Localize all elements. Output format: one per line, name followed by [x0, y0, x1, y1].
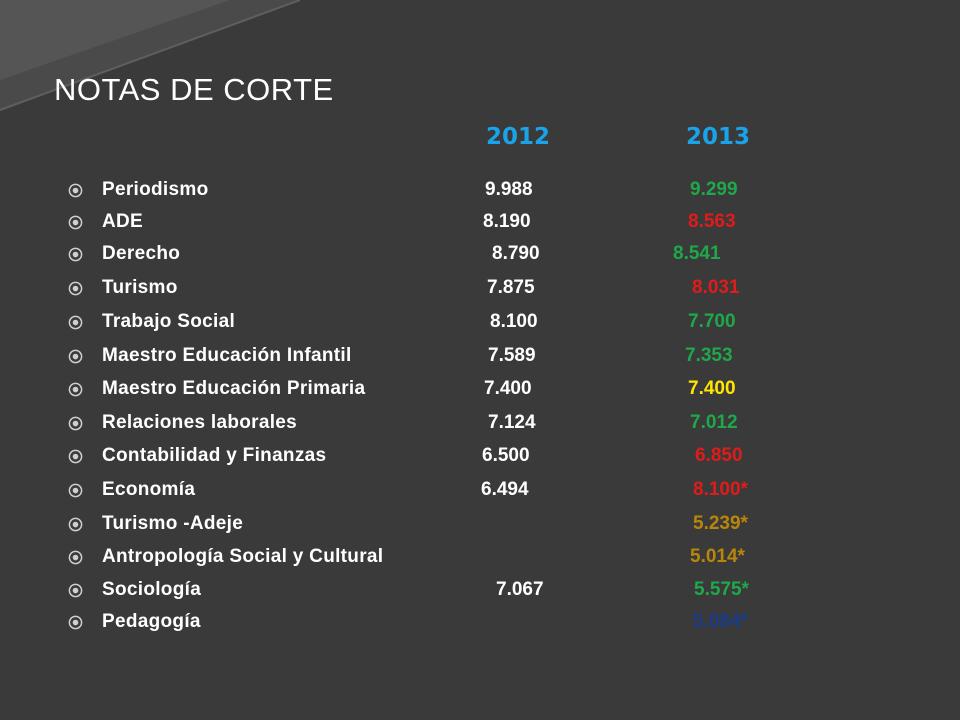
score-2013: 5.014* [690, 546, 745, 567]
target-circle-icon [68, 349, 83, 364]
target-circle-icon [68, 215, 83, 230]
target-circle-icon [68, 416, 83, 431]
score-2012: 7.067 [496, 579, 544, 600]
target-circle-icon [68, 183, 83, 198]
degree-name: Turismo [102, 277, 178, 298]
target-circle-icon [68, 550, 83, 565]
target-circle-icon [68, 483, 83, 498]
slide-title: NOTAS DE CORTE [54, 72, 334, 107]
score-2012: 7.400 [484, 378, 532, 399]
degree-name: Turismo -Adeje [102, 513, 244, 534]
degree-name: Antropología Social y Cultural [102, 546, 384, 567]
target-circle-icon [68, 315, 83, 330]
score-2013: 6.850 [695, 445, 743, 466]
degree-name: Derecho [102, 243, 181, 264]
degree-name: Sociología [102, 579, 202, 600]
score-2013: 5.239* [693, 513, 748, 534]
target-circle-icon [68, 449, 83, 464]
score-2013: 7.353 [685, 345, 733, 366]
score-2012: 9.988 [485, 179, 533, 200]
year-header-2012: 2012 [486, 124, 551, 150]
score-2012: 7.124 [488, 412, 536, 433]
degree-name: Maestro Educación Infantil [102, 345, 352, 366]
list-item: Relaciones laborales 7.124 7.012 [0, 411, 960, 441]
degree-name: Contabilidad y Finanzas [102, 445, 327, 466]
score-2012: 6.494 [481, 479, 529, 500]
score-2012: 6.500 [482, 445, 530, 466]
list-item: Turismo -Adeje 5.239* [0, 512, 960, 542]
score-2013: 7.400 [688, 378, 736, 399]
score-2012: 7.875 [487, 277, 535, 298]
list-item: Contabilidad y Finanzas 6.500 6.850 [0, 444, 960, 474]
target-circle-icon [68, 583, 83, 598]
list-item: Sociología 7.067 5.575* [0, 578, 960, 608]
list-item: Periodismo 9.988 9.299 [0, 178, 960, 208]
score-2013: 5.575* [694, 579, 749, 600]
score-2013: 5.084* [693, 611, 748, 632]
score-2012: 8.100 [490, 311, 538, 332]
score-2013: 8.031 [692, 277, 740, 298]
target-circle-icon [68, 517, 83, 532]
degree-name: Relaciones laborales [102, 412, 298, 433]
score-2012: 7.589 [488, 345, 536, 366]
target-circle-icon [68, 281, 83, 296]
list-item: Economía 6.494 8.100* [0, 478, 960, 508]
score-2013: 8.563 [688, 211, 736, 232]
score-2013: 8.100* [693, 479, 748, 500]
list-item: ADE 8.190 8.563 [0, 210, 960, 240]
score-2012: 8.190 [483, 211, 531, 232]
degree-name: Pedagogía [102, 611, 201, 632]
year-header-2013: 2013 [686, 124, 751, 150]
score-2012: 8.790 [492, 243, 540, 264]
corner-decoration [0, 0, 301, 111]
list-item: Antropología Social y Cultural 5.014* [0, 545, 960, 575]
target-circle-icon [68, 382, 83, 397]
degree-name: Periodismo [102, 179, 209, 200]
list-item: Maestro Educación Primaria 7.400 7.400 [0, 377, 960, 407]
list-item: Derecho 8.790 8.541 [0, 242, 960, 272]
degree-name: Maestro Educación Primaria [102, 378, 366, 399]
target-circle-icon [68, 247, 83, 262]
score-2013: 7.012 [690, 412, 738, 433]
degree-name: Economía [102, 479, 196, 500]
degree-name: ADE [102, 211, 144, 232]
degree-name: Trabajo Social [102, 311, 236, 332]
list-item: Pedagogía 5.084* [0, 610, 960, 640]
target-circle-icon [68, 615, 83, 630]
list-item: Turismo 7.875 8.031 [0, 276, 960, 306]
list-item: Trabajo Social 8.100 7.700 [0, 310, 960, 340]
score-2013: 8.541 [673, 243, 721, 264]
list-item: Maestro Educación Infantil 7.589 7.353 [0, 344, 960, 374]
score-2013: 9.299 [690, 179, 738, 200]
score-2013: 7.700 [688, 311, 736, 332]
